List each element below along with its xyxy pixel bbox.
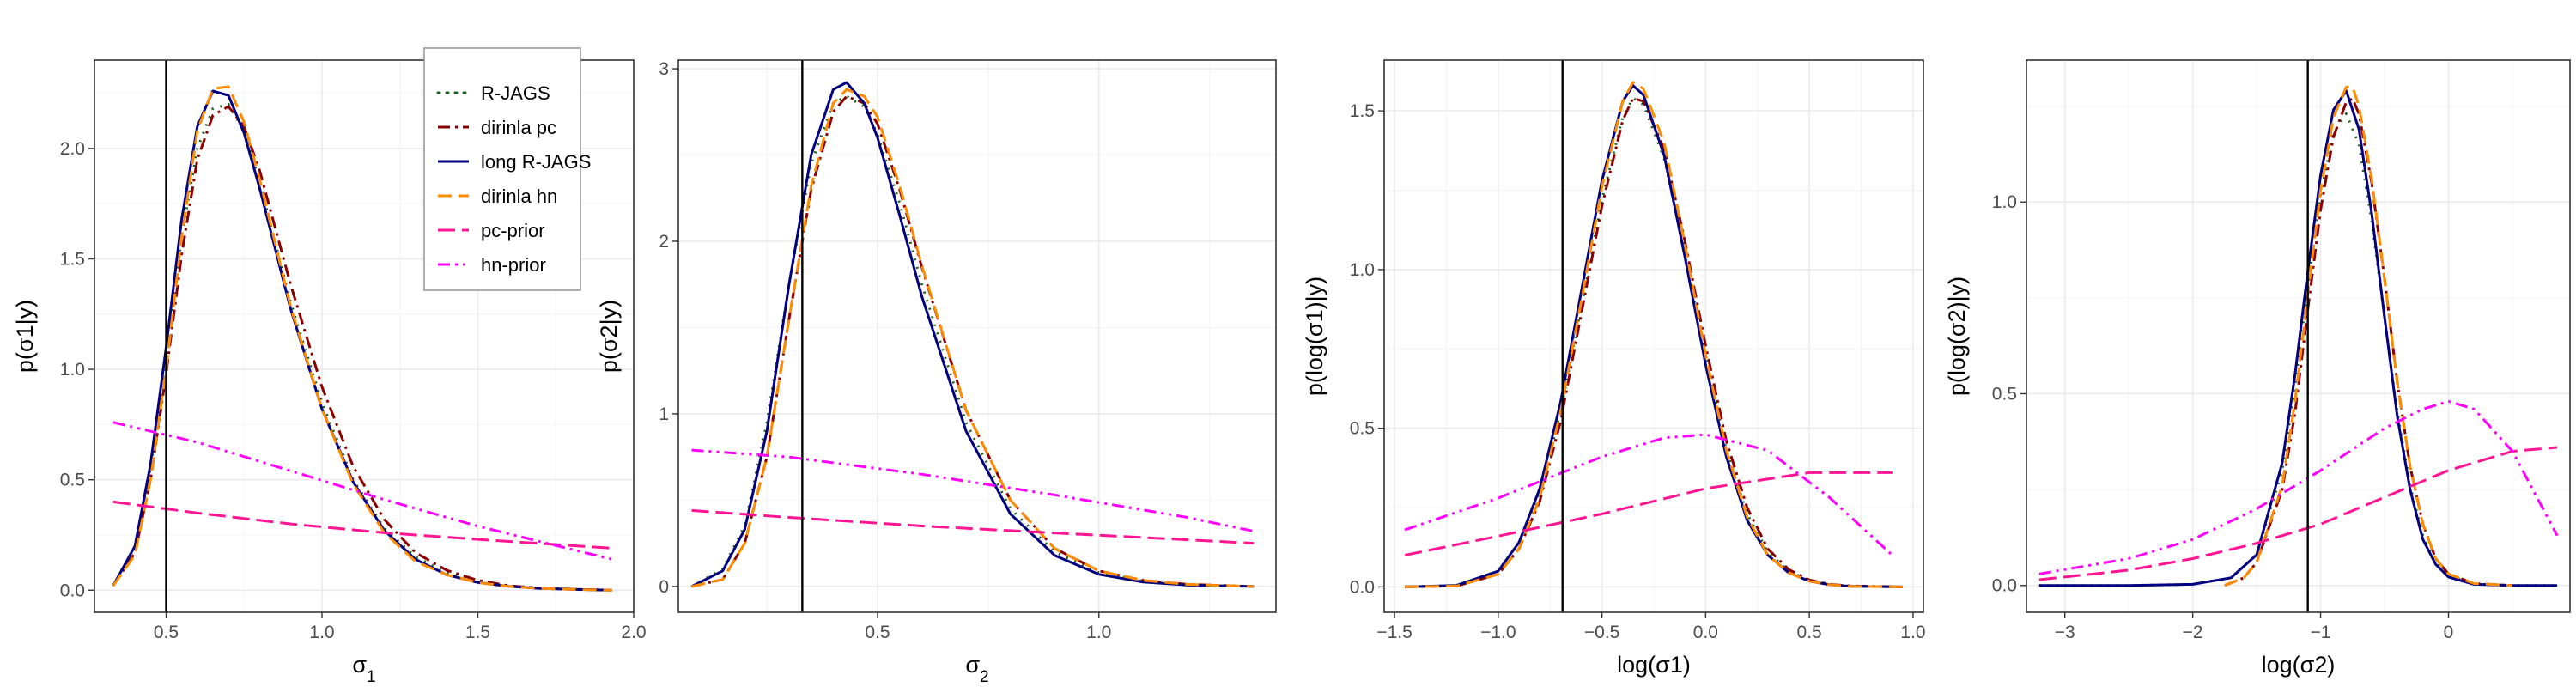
y-tick-label: 0.5 — [60, 471, 85, 490]
panel-1: 0.5 1.0 1.5 2.0 0.0 0.5 1.0 1.5 2.0 σ1 p(σ1|y) R-JA… — [12, 47, 647, 686]
y-tick-label: 1.0 — [60, 360, 85, 380]
legend: R-JAGS dirinla pc long R-JAGS dirinla hn pc-… — [423, 47, 591, 291]
series-line-pc-prior — [1404, 471, 1893, 556]
x-tick-label: 0.5 — [154, 623, 179, 642]
series-line-pc-prior — [112, 500, 612, 550]
x-tick-label: 1.0 — [1086, 623, 1111, 642]
panel-border — [94, 59, 635, 613]
legend-label: R-JAGS — [481, 82, 550, 104]
series-group — [112, 85, 612, 592]
x-tick-label: −3 — [2055, 623, 2075, 642]
y-tick-label: 1.0 — [1350, 260, 1375, 280]
panel-border — [1383, 59, 1924, 613]
legend-label: dirinla pc — [481, 117, 556, 138]
y-tick-label: 2 — [659, 232, 669, 252]
series-line-hn-prior — [1404, 433, 1893, 556]
series-group — [1404, 81, 1903, 588]
x-tick-label: −1.5 — [1376, 623, 1412, 642]
legend-label: pc-prior — [481, 220, 545, 241]
x-tick-label: 0.5 — [1797, 623, 1822, 642]
series-line-pc-prior — [2038, 446, 2558, 581]
y-axis-title: p(σ1|y) — [12, 300, 38, 373]
series-line-dirinla-pc — [691, 94, 1255, 588]
panel-border — [2026, 59, 2571, 613]
y-tick-label: 0.0 — [1992, 576, 2017, 596]
series-line-dirinla-hn — [1405, 81, 1903, 588]
y-tick-label: 1 — [659, 404, 669, 424]
legend-label: long R-JAGS — [481, 151, 591, 173]
x-axis-title: log(σ2) — [2262, 652, 2336, 678]
series-line-long-r-jags — [690, 81, 1255, 588]
y-tick-label: 0.5 — [1992, 384, 2017, 404]
x-tick-label: 0.0 — [1693, 623, 1718, 642]
series-line-hn-prior — [2038, 399, 2559, 575]
series-group — [690, 81, 1255, 588]
series-line-dirinla-hn — [691, 88, 1255, 588]
legend-box — [423, 47, 581, 291]
x-axis-title: σ2 — [965, 652, 988, 686]
y-tick-label: 0.0 — [60, 581, 85, 600]
legend-label: dirinla hn — [481, 185, 557, 207]
x-tick-label: −0.5 — [1584, 623, 1619, 642]
series-line-long-r-jags — [2038, 89, 2558, 587]
series-line-dirinla-hn — [2224, 85, 2513, 587]
x-tick-label: 0.5 — [865, 623, 890, 642]
x-tick-label: 1.0 — [309, 623, 334, 642]
series-line-dirinla-hn — [112, 85, 612, 592]
x-tick-label: −1 — [2311, 623, 2331, 642]
x-tick-label: 2.0 — [621, 623, 646, 642]
legend-label: hn-prior — [481, 254, 546, 276]
y-axis-title: p(log(σ2)|y) — [1944, 277, 1970, 396]
y-tick-label: 1.0 — [1992, 192, 2017, 212]
panel-2: 0.5 1.0 0 1 2 3 σ2 p(σ2|y) — [596, 59, 1277, 686]
x-axis-title: σ1 — [352, 652, 375, 686]
y-tick-label: 3 — [659, 59, 669, 79]
y-tick-label: 0.0 — [1350, 577, 1375, 597]
series-line-long-r-jags — [112, 89, 612, 592]
panel-border — [677, 59, 1277, 613]
x-tick-label: 1.0 — [1900, 623, 1925, 642]
series-group — [2038, 85, 2559, 587]
x-tick-label: 0 — [2444, 623, 2454, 642]
panel-3: −1.5 −1.0 −0.5 0.0 0.5 1.0 0.0 0.5 1.0 1.5 log(σ1)… — [1302, 59, 1926, 678]
panel-background — [678, 60, 1276, 612]
x-tick-label: 1.5 — [465, 623, 490, 642]
series-line-hn-prior — [112, 421, 612, 561]
x-tick-label: −1.0 — [1480, 623, 1516, 642]
panel-4: −3 −2 −1 0 0.0 0.5 1.0 log(σ2) p(log(σ2)|y) — [1944, 59, 2571, 678]
series-line-hn-prior — [691, 448, 1255, 533]
y-tick-label: 1.5 — [1350, 101, 1375, 121]
y-tick-label: 0.5 — [1350, 419, 1375, 439]
y-axis-title: p(σ2|y) — [596, 300, 622, 373]
y-tick-label: 1.5 — [60, 249, 85, 269]
y-axis-title: p(log(σ1)|y) — [1302, 277, 1327, 396]
x-tick-label: −2 — [2183, 623, 2203, 642]
series-line-pc-prior — [691, 508, 1255, 545]
y-tick-label: 2.0 — [60, 139, 85, 159]
panel-background — [2026, 60, 2570, 612]
x-axis-title: log(σ1) — [1617, 652, 1691, 678]
series-line-r-jags — [2038, 112, 2558, 587]
y-tick-label: 0 — [659, 577, 669, 597]
